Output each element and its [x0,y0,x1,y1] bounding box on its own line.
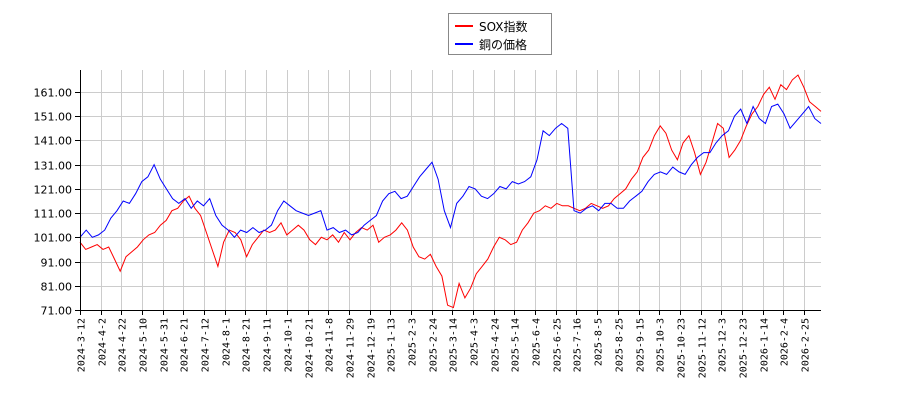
legend-swatch-sox [455,25,473,27]
x-tick-label: 2025-3-14 [449,318,460,372]
y-tick-label: 131.00 [34,160,73,173]
y-tick-label: 121.00 [34,184,73,197]
y-axis-ticks: 71.00 81.00 91.00 101.00 111.00 121.00 131.00 1… [34,87,80,318]
legend-label-sox: SOX指数 [479,19,528,34]
x-tick-label: 2026-2-4 [780,318,791,366]
x-tick-label: 2025-4-3 [470,318,481,366]
x-tick-label: 2024-8-1 [222,318,233,366]
x-tick-label: 2024-3-12 [77,318,88,372]
x-tick-label: 2024-10-21 [305,318,316,378]
x-tick-label: 2025-6-25 [553,318,564,372]
axes [80,70,821,311]
x-tick-label: 2024-6-21 [180,318,191,372]
x-tick-label: 2024-4-2 [98,318,109,366]
x-tick-label: 2024-7-12 [201,318,212,372]
data-series [79,74,822,309]
y-tick-label: 141.00 [34,135,73,148]
x-tick-label: 2025-12-3 [718,318,729,372]
y-tick-label: 111.00 [34,208,73,221]
y-tick-label: 71.00 [41,305,73,318]
x-tick-label: 2025-5-14 [511,318,522,372]
legend: SOX指数 銅の価格 [448,13,552,55]
x-tick-label: 2025-6-4 [532,318,543,366]
x-tick-label: 2024-10-1 [284,318,295,372]
grid-lines [80,70,821,310]
y-tick-label: 151.00 [34,111,73,124]
x-tick-label: 2025-2-3 [408,318,419,366]
x-tick-label: 2024-8-21 [242,318,253,372]
x-tick-label: 2025-10-3 [656,318,667,372]
y-tick-label: 161.00 [34,87,73,100]
x-tick-label: 2024-5-10 [139,318,150,372]
y-tick-label: 101.00 [34,232,73,245]
x-tick-label: 2025-4-24 [491,318,502,372]
x-tick-label: 2025-7-16 [573,318,584,372]
x-tick-label: 2025-8-25 [615,318,626,372]
x-tick-label: 2025-12-23 [739,318,750,378]
x-tick-label: 2024-11-8 [325,318,336,372]
series-sox-line [79,74,822,309]
x-tick-label: 2025-1-13 [387,318,398,372]
x-tick-label: 2024-12-19 [367,318,378,378]
x-tick-label: 2024-4-22 [118,318,129,372]
x-tick-label: 2024-9-11 [263,318,274,372]
legend-swatch-copper [455,43,473,45]
series-copper-line [79,103,822,239]
x-tick-label: 2025-10-23 [677,318,688,378]
x-tick-label: 2025-11-12 [698,318,709,378]
y-tick-label: 81.00 [41,281,73,294]
x-tick-label: 2025-9-15 [636,318,647,372]
x-tick-label: 2026-2-25 [801,318,812,372]
legend-item-copper: 銅の価格 [455,36,527,52]
y-tick-label: 91.00 [41,257,73,270]
x-tick-label: 2025-2-24 [429,318,440,372]
x-axis-ticks: 2024-3-12 2024-4-2 2024-4-22 2024-5-10 2024-… [77,310,812,378]
x-tick-label: 2025-8-5 [594,318,605,366]
legend-item-sox: SOX指数 [455,18,528,34]
legend-label-copper: 銅の価格 [479,37,528,52]
x-tick-label: 2026-1-14 [760,318,771,372]
x-tick-label: 2024-5-31 [160,318,171,372]
x-tick-label: 2024-11-29 [346,318,357,378]
